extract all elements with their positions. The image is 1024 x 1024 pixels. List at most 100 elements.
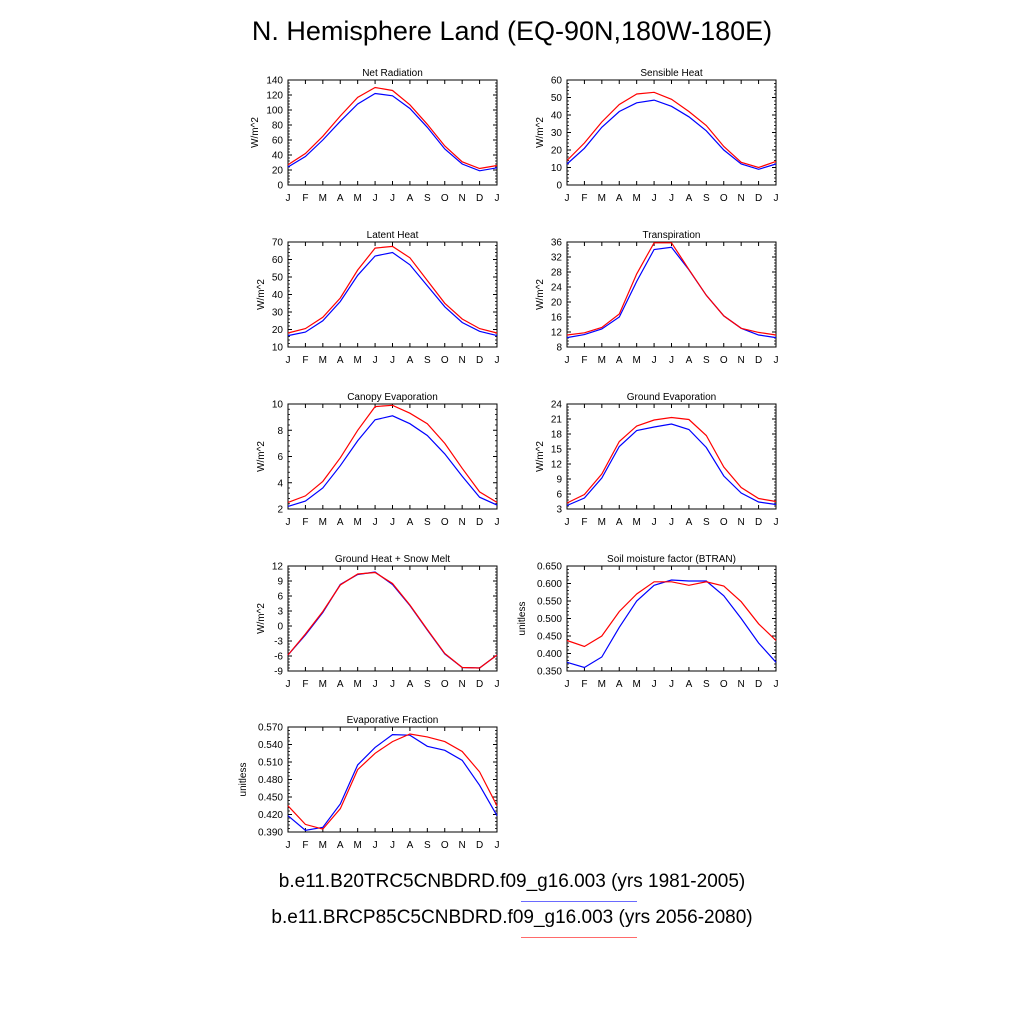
x-tick-label: A bbox=[337, 840, 344, 851]
y-tick-label: 0.570 bbox=[258, 723, 283, 734]
x-tick-label: J bbox=[373, 840, 378, 851]
x-tick-label: J bbox=[652, 355, 657, 366]
x-tick-label: A bbox=[616, 193, 623, 204]
x-tick-label: J bbox=[286, 679, 291, 690]
y-tick-label: 16 bbox=[551, 313, 563, 324]
x-tick-label: M bbox=[353, 679, 361, 690]
y-axis-label: W/m^2 bbox=[256, 279, 267, 310]
series-line-future bbox=[287, 245, 498, 334]
x-tick-label: M bbox=[353, 517, 361, 528]
x-tick-label: J bbox=[495, 355, 500, 366]
series-line-historical bbox=[566, 246, 777, 339]
x-tick-label: N bbox=[459, 679, 466, 690]
panel-title: Soil moisture factor (BTRAN) bbox=[607, 554, 736, 565]
y-axis-label: W/m^2 bbox=[535, 117, 546, 148]
x-tick-label: M bbox=[319, 193, 327, 204]
plot-frame bbox=[287, 403, 498, 510]
x-tick-label: D bbox=[755, 679, 762, 690]
y-tick-label: 0.500 bbox=[537, 614, 562, 625]
y-tick-label: 21 bbox=[551, 415, 563, 426]
x-tick-label: M bbox=[598, 679, 606, 690]
series-line-future bbox=[566, 416, 777, 504]
series-line-future bbox=[287, 571, 498, 669]
y-tick-label: 50 bbox=[551, 93, 563, 104]
x-tick-label: J bbox=[774, 355, 779, 366]
x-tick-label: F bbox=[302, 679, 308, 690]
y-tick-label: 32 bbox=[551, 253, 563, 264]
series-line-future bbox=[566, 242, 777, 336]
x-tick-label: J bbox=[286, 193, 291, 204]
x-tick-label: F bbox=[581, 679, 587, 690]
x-tick-label: D bbox=[476, 355, 483, 366]
x-tick-label: J bbox=[286, 840, 291, 851]
x-tick-label: F bbox=[581, 355, 587, 366]
y-tick-label: 28 bbox=[551, 268, 563, 279]
x-tick-label: D bbox=[755, 193, 762, 204]
x-tick-label: J bbox=[652, 517, 657, 528]
x-tick-label: S bbox=[424, 193, 431, 204]
y-tick-label: 100 bbox=[266, 106, 283, 117]
legend-swatch-historical bbox=[521, 901, 637, 902]
x-tick-label: N bbox=[738, 517, 745, 528]
x-tick-label: O bbox=[441, 517, 449, 528]
x-tick-label: J bbox=[669, 193, 674, 204]
x-tick-label: J bbox=[495, 840, 500, 851]
x-tick-label: J bbox=[774, 193, 779, 204]
x-tick-label: M bbox=[632, 355, 640, 366]
y-axis-label: W/m^2 bbox=[535, 279, 546, 310]
x-tick-label: A bbox=[337, 679, 344, 690]
x-tick-label: A bbox=[686, 193, 693, 204]
y-tick-label: 60 bbox=[551, 76, 563, 87]
x-tick-label: S bbox=[703, 679, 710, 690]
y-tick-label: 8 bbox=[277, 426, 283, 437]
x-tick-label: J bbox=[390, 355, 395, 366]
x-tick-label: A bbox=[686, 517, 693, 528]
x-tick-label: M bbox=[353, 193, 361, 204]
y-axis-label: W/m^2 bbox=[250, 117, 261, 148]
y-tick-label: 80 bbox=[272, 121, 284, 132]
panel-title: Net Radiation bbox=[362, 68, 423, 79]
y-tick-label: 0.480 bbox=[258, 775, 283, 786]
y-tick-label: 50 bbox=[272, 273, 284, 284]
x-tick-label: A bbox=[407, 679, 414, 690]
x-tick-label: F bbox=[302, 840, 308, 851]
x-tick-label: J bbox=[373, 679, 378, 690]
panel-title: Latent Heat bbox=[367, 230, 419, 241]
series-line-future bbox=[566, 91, 777, 169]
y-tick-label: 30 bbox=[551, 128, 563, 139]
x-tick-label: J bbox=[390, 679, 395, 690]
x-tick-label: D bbox=[476, 193, 483, 204]
y-tick-label: 0.420 bbox=[258, 810, 283, 821]
plot-frame bbox=[566, 79, 777, 186]
y-tick-label: 40 bbox=[272, 151, 284, 162]
x-tick-label: A bbox=[616, 355, 623, 366]
x-tick-label: M bbox=[632, 679, 640, 690]
x-tick-label: S bbox=[703, 355, 710, 366]
series-line-historical bbox=[566, 99, 777, 170]
series-line-historical bbox=[287, 571, 498, 669]
y-tick-label: 15 bbox=[551, 445, 563, 456]
x-tick-label: J bbox=[774, 679, 779, 690]
x-tick-label: J bbox=[373, 193, 378, 204]
x-tick-label: O bbox=[441, 193, 449, 204]
plot-frame bbox=[287, 241, 498, 348]
x-tick-label: J bbox=[669, 517, 674, 528]
y-tick-label: 70 bbox=[272, 238, 284, 249]
plot-frame bbox=[566, 403, 777, 510]
x-tick-label: J bbox=[373, 355, 378, 366]
x-tick-label: J bbox=[390, 193, 395, 204]
y-tick-label: 0.510 bbox=[258, 758, 283, 769]
y-axis-label: W/m^2 bbox=[256, 441, 267, 472]
y-tick-label: -6 bbox=[274, 652, 283, 663]
x-tick-label: O bbox=[441, 679, 449, 690]
y-tick-label: 3 bbox=[277, 607, 283, 618]
x-tick-label: M bbox=[353, 355, 361, 366]
y-tick-label: 10 bbox=[272, 343, 284, 354]
x-tick-label: J bbox=[373, 517, 378, 528]
y-tick-label: 10 bbox=[272, 400, 284, 411]
x-tick-label: F bbox=[581, 193, 587, 204]
y-tick-label: 24 bbox=[551, 283, 563, 294]
